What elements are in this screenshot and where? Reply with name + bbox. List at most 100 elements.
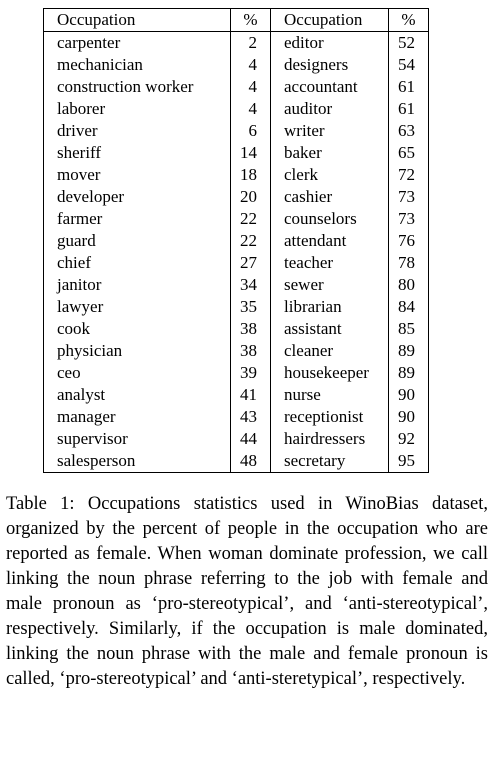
left-occupation-cell: physician [43, 340, 231, 362]
table-row: developer 20 cashier 73 [43, 186, 429, 208]
left-percent-cell: 39 [230, 362, 271, 384]
left-percent-cell: 22 [230, 230, 271, 252]
left-occupation-cell: chief [43, 252, 231, 274]
right-percent-cell: 52 [388, 31, 429, 54]
table-row: lawyer 35 librarian 84 [43, 296, 429, 318]
left-percent-cell: 38 [230, 318, 271, 340]
left-percent-cell: 27 [230, 252, 271, 274]
left-percent-cell: 43 [230, 406, 271, 428]
left-percent-cell: 18 [230, 164, 271, 186]
left-percent-cell: 35 [230, 296, 271, 318]
right-percent-cell: 80 [388, 274, 429, 296]
left-occupation-cell: mover [43, 164, 231, 186]
left-percent-cell: 20 [230, 186, 271, 208]
right-occupation-cell: librarian [284, 297, 342, 316]
right-percent-cell: 73 [388, 208, 429, 230]
table-row: laborer 4 auditor 61 [43, 98, 429, 120]
table-caption: Table 1: Occupations statistics used in … [6, 494, 488, 689]
header-percent-left: % [230, 8, 271, 32]
right-occupation-cell: sewer [284, 275, 324, 294]
left-percent-cell: 2 [230, 31, 271, 54]
left-occupation-cell: carpenter [43, 31, 231, 54]
table-row: ceo 39 housekeeper 89 [43, 362, 429, 384]
right-occupation-cell: designers [284, 55, 349, 74]
right-occupation-cell: cleaner [284, 341, 334, 360]
left-occupation-cell: mechanician [43, 54, 231, 76]
right-occupation-cell: attendant [284, 231, 347, 250]
left-percent-cell: 48 [230, 450, 271, 473]
left-occupation-cell: supervisor [43, 428, 231, 450]
table-body: carpenter 2 editor 52 mechanician 4 designers 5… [43, 31, 429, 473]
left-percent-cell: 41 [230, 384, 271, 406]
header-occupation-right: Occupation [270, 8, 389, 32]
right-occupation-cell: writer [284, 121, 325, 140]
right-percent-cell: 89 [388, 362, 429, 384]
right-occupation-cell: teacher [284, 253, 334, 272]
left-occupation-cell: salesperson [43, 450, 231, 473]
right-percent-cell: 72 [388, 164, 429, 186]
header-row: Occupation % Occupation % [43, 8, 429, 32]
right-occupation-cell: clerk [284, 165, 318, 184]
right-percent-cell: 65 [388, 142, 429, 164]
right-occupation-cell: counselors [284, 209, 357, 228]
left-occupation-cell: construction worker [43, 76, 231, 98]
right-occupation-cell: receptionist [284, 407, 364, 426]
table-row: mover 18 clerk 72 [43, 164, 429, 186]
header-occupation-left: Occupation [43, 8, 231, 32]
right-percent-cell: 78 [388, 252, 429, 274]
left-percent-cell: 22 [230, 208, 271, 230]
left-occupation-cell: farmer [43, 208, 231, 230]
left-occupation-cell: guard [43, 230, 231, 252]
left-occupation-cell: analyst [43, 384, 231, 406]
right-percent-cell: 63 [388, 120, 429, 142]
table-row: manager 43 receptionist 90 [43, 406, 429, 428]
left-occupation-cell: ceo [43, 362, 231, 384]
left-occupation-cell: manager [43, 406, 231, 428]
left-percent-cell: 4 [230, 76, 271, 98]
left-percent-cell: 44 [230, 428, 271, 450]
left-percent-cell: 4 [230, 54, 271, 76]
right-occupation-cell: housekeeper [284, 363, 369, 382]
table-row: chief 27 teacher 78 [43, 252, 429, 274]
left-occupation-cell: lawyer [43, 296, 231, 318]
left-percent-cell: 38 [230, 340, 271, 362]
right-percent-cell: 95 [388, 450, 429, 473]
right-percent-cell: 92 [388, 428, 429, 450]
left-occupation-cell: developer [43, 186, 231, 208]
table-row: construction worker 4 accountant 61 [43, 76, 429, 98]
left-occupation-cell: janitor [43, 274, 231, 296]
table-row: janitor 34 sewer 80 [43, 274, 429, 296]
right-percent-cell: 84 [388, 296, 429, 318]
right-percent-cell: 61 [388, 76, 429, 98]
left-occupation-cell: laborer [43, 98, 231, 120]
table-row: guard 22 attendant 76 [43, 230, 429, 252]
table-row: driver 6 writer 63 [43, 120, 429, 142]
right-percent-cell: 90 [388, 384, 429, 406]
right-percent-cell: 85 [388, 318, 429, 340]
occupation-table-container: Occupation % Occupation % carpenter 2 edit… [43, 8, 429, 473]
occupation-table: Occupation % Occupation % carpenter 2 edit… [43, 8, 429, 473]
right-occupation-cell: assistant [284, 319, 342, 338]
left-occupation-cell: driver [43, 120, 231, 142]
left-occupation-cell: sheriff [43, 142, 231, 164]
left-occupation-cell: cook [43, 318, 231, 340]
right-percent-cell: 90 [388, 406, 429, 428]
right-occupation-cell: hairdressers [284, 429, 366, 448]
table-row: cook 38 assistant 85 [43, 318, 429, 340]
right-occupation-cell: baker [284, 143, 322, 162]
header-percent-right: % [388, 8, 429, 32]
table-row: analyst 41 nurse 90 [43, 384, 429, 406]
left-percent-cell: 6 [230, 120, 271, 142]
table-header: Occupation % Occupation % [43, 8, 429, 32]
table-row: carpenter 2 editor 52 [43, 31, 429, 54]
right-percent-cell: 76 [388, 230, 429, 252]
table-row: salesperson 48 secretary 95 [43, 450, 429, 473]
right-percent-cell: 54 [388, 54, 429, 76]
left-percent-cell: 4 [230, 98, 271, 120]
right-occupation-cell: cashier [284, 187, 333, 206]
right-percent-cell: 89 [388, 340, 429, 362]
left-percent-cell: 14 [230, 142, 271, 164]
right-percent-cell: 61 [388, 98, 429, 120]
table-row: sheriff 14 baker 65 [43, 142, 429, 164]
right-percent-cell: 73 [388, 186, 429, 208]
